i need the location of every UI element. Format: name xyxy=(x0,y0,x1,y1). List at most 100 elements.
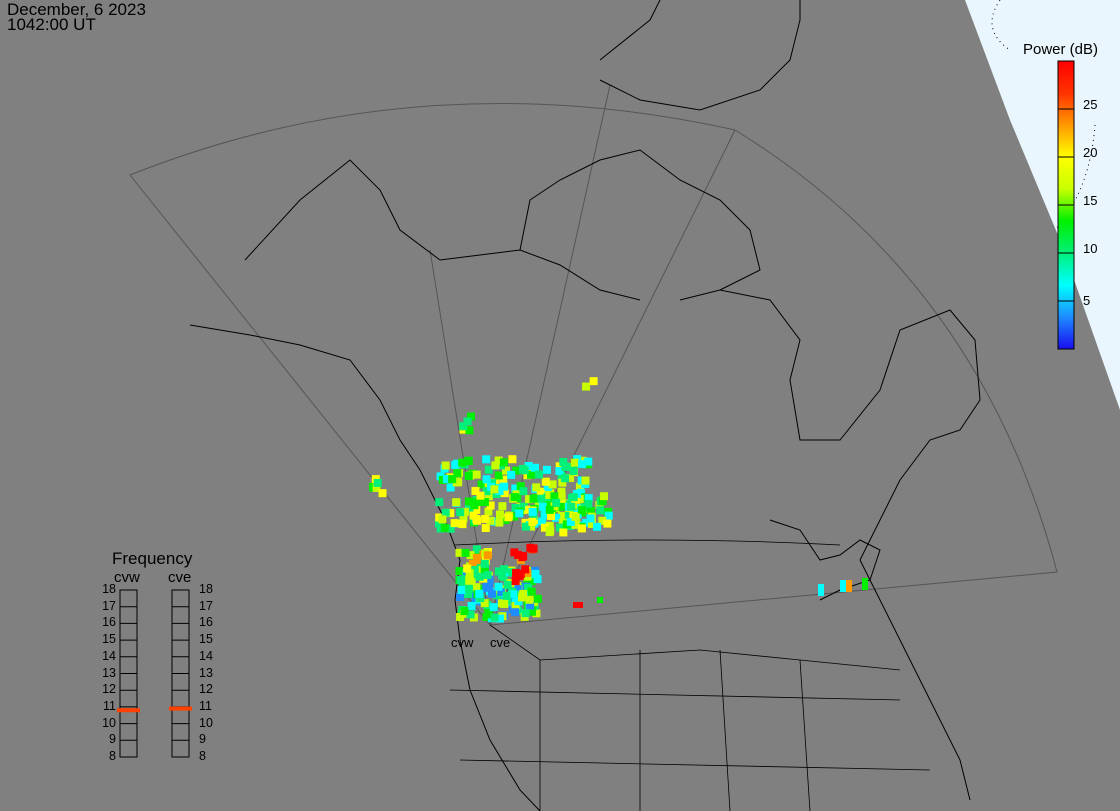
echo-cell xyxy=(484,465,493,474)
echo-cell xyxy=(500,482,509,491)
echo-cell xyxy=(442,475,451,484)
echo-cell xyxy=(450,519,459,528)
echo-cell xyxy=(532,483,541,492)
echo-cell xyxy=(465,569,474,578)
echo-cell xyxy=(598,516,607,525)
echo-cell xyxy=(581,476,590,485)
echo-cell xyxy=(372,483,381,492)
echo-cell xyxy=(527,522,536,531)
site-label-cve: cve xyxy=(490,635,511,650)
echo-cell xyxy=(508,455,517,464)
colorbar-tick: 20 xyxy=(1083,145,1098,160)
echo-cell xyxy=(464,590,473,599)
echo-cell xyxy=(438,515,447,524)
echo-cell xyxy=(503,580,512,589)
echo-cell xyxy=(586,514,595,523)
echo-cell xyxy=(511,484,520,493)
echo-cell xyxy=(519,487,528,496)
frequency-scale-label: 15 xyxy=(102,632,116,647)
frequency-scale-label: 14 xyxy=(199,648,213,663)
echo-cell xyxy=(525,495,534,504)
echo-cell xyxy=(464,471,473,480)
colorbar-tick: 10 xyxy=(1083,241,1098,256)
echo-cell xyxy=(545,521,554,530)
echo-cell xyxy=(476,491,485,500)
date-label: December, 6 2023 xyxy=(7,0,146,19)
echo-cell xyxy=(552,513,561,522)
echo-cell xyxy=(542,465,551,474)
colorbar-tick: 15 xyxy=(1083,193,1098,208)
echo-cell xyxy=(545,505,554,514)
echo-cell xyxy=(526,601,535,610)
echo-cell xyxy=(500,599,509,608)
echo-cell xyxy=(516,482,525,491)
echo-cell xyxy=(578,460,587,469)
echo-cell xyxy=(534,499,543,508)
echo-cell xyxy=(446,483,455,492)
echo-cell xyxy=(446,524,455,533)
echo-cell xyxy=(435,498,444,507)
echo-cell xyxy=(531,569,540,578)
echo-cell xyxy=(465,426,474,435)
echo-cell xyxy=(378,489,387,498)
echo-cell xyxy=(597,597,603,603)
echo-cell xyxy=(515,509,524,518)
echo-cell xyxy=(473,497,482,506)
frequency-scale-label: 11 xyxy=(199,698,212,713)
frequency-scale-label: 12 xyxy=(102,682,116,697)
echo-cell xyxy=(538,517,547,526)
echo-cell xyxy=(556,523,565,532)
echo-cell xyxy=(564,511,573,520)
echo-cell xyxy=(471,566,480,575)
echo-cell xyxy=(448,475,457,484)
echo-cell xyxy=(486,516,495,525)
echo-cell xyxy=(571,520,580,529)
frequency-scale-label: 17 xyxy=(199,598,213,613)
echo-cell xyxy=(482,475,491,484)
echo-cell xyxy=(582,382,591,391)
echo-cell xyxy=(536,494,545,503)
coastlines xyxy=(189,0,981,811)
echo-cell xyxy=(467,601,476,610)
echo-cell xyxy=(491,461,500,470)
echo-cell xyxy=(500,489,509,498)
echo-cell xyxy=(557,492,566,501)
echo-cell xyxy=(472,516,481,525)
frequency-scale-label: 14 xyxy=(102,648,116,663)
echo-cell xyxy=(496,510,505,519)
echo-cell xyxy=(510,493,519,502)
echo-cell xyxy=(533,575,542,584)
echo-cell xyxy=(530,463,539,472)
echo-cell xyxy=(526,470,535,479)
echo-cell xyxy=(509,590,518,599)
echo-cell xyxy=(511,608,520,617)
echo-cell xyxy=(492,591,501,600)
frequency-scale-label: 16 xyxy=(102,615,116,630)
echo-cell xyxy=(464,456,473,465)
echo-cell xyxy=(480,566,489,575)
frequency-panel xyxy=(117,589,192,758)
echo-cell xyxy=(511,577,520,586)
echo-cell xyxy=(465,505,474,514)
echo-cell xyxy=(460,607,469,616)
echo-cell xyxy=(536,489,545,498)
echo-cell xyxy=(497,587,506,596)
echo-cell xyxy=(571,512,580,521)
frequency-scale-label: 8 xyxy=(109,749,116,763)
echo-cell xyxy=(603,519,612,528)
echo-cell xyxy=(482,455,491,464)
echo-cell xyxy=(441,461,450,470)
echo-cell xyxy=(455,548,464,557)
echo-cell xyxy=(483,551,492,560)
echo-cell xyxy=(511,602,520,611)
echo-cell xyxy=(532,609,541,618)
echo-cell xyxy=(507,470,516,479)
boundaries xyxy=(449,539,931,811)
echo-cell xyxy=(494,456,503,465)
echo-cell xyxy=(528,517,537,526)
echo-cell xyxy=(461,548,470,557)
echo-cell xyxy=(459,422,468,431)
echo-cell xyxy=(561,462,570,471)
echo-cell xyxy=(529,494,538,503)
echo-cell xyxy=(484,492,493,501)
